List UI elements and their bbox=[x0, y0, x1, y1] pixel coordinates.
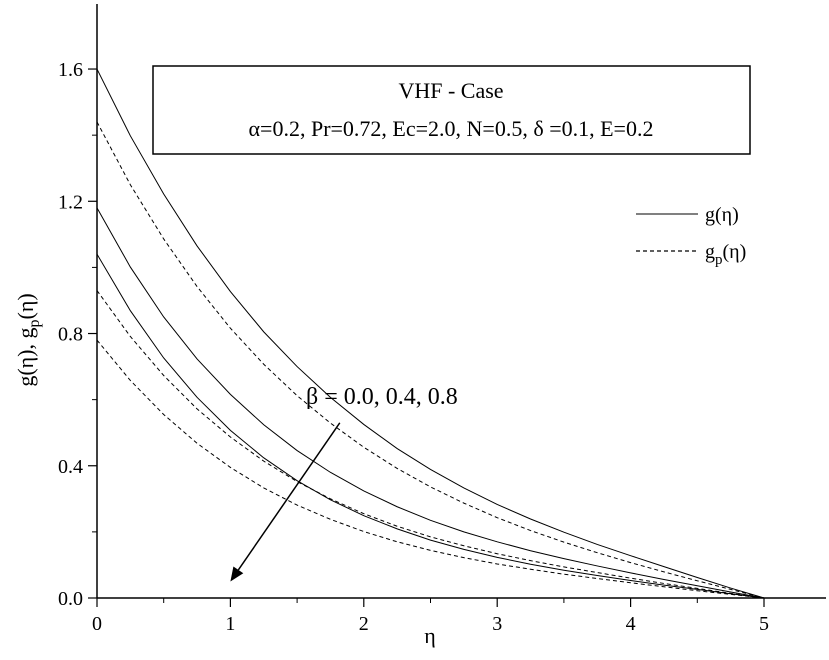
info-box-params: α=0.2, Pr=0.72, Ec=2.0, N=0.5, δ =0.1, E… bbox=[249, 116, 654, 141]
series-line-gp-4 bbox=[96, 290, 765, 599]
legend-dashed-main: g bbox=[705, 241, 715, 263]
series-layer bbox=[96, 68, 765, 599]
axes: 0 1 2 3 4 5 0.0 0.4 0.8 1.2 1.6 bbox=[58, 4, 826, 635]
beta-arrow-line bbox=[237, 422, 341, 571]
y-tick-label: 0.0 bbox=[58, 588, 83, 610]
series-line-g-0 bbox=[96, 68, 765, 599]
x-tick-label: 2 bbox=[359, 613, 369, 635]
x-axis-label: η bbox=[424, 623, 436, 648]
beta-annotation: β = 0.0, 0.4, 0.8 bbox=[230, 384, 458, 582]
series-line-g-2 bbox=[96, 253, 765, 599]
beta-annotation-text: β = 0.0, 0.4, 0.8 bbox=[306, 384, 458, 410]
y-axis-label-tail: (η) bbox=[13, 293, 38, 319]
legend: g(η) gp(η) bbox=[636, 204, 746, 268]
series-line-g-1 bbox=[96, 207, 765, 599]
beta-arrow-head bbox=[230, 566, 244, 582]
y-tick-label: 0.8 bbox=[58, 324, 83, 346]
series-line-gp-3 bbox=[96, 121, 765, 599]
info-box-frame bbox=[152, 65, 751, 155]
x-tick-label: 0 bbox=[92, 613, 102, 635]
y-axis-label-main: g(η), g bbox=[13, 328, 38, 387]
x-tick-label: 1 bbox=[225, 613, 235, 635]
x-tick-label: 4 bbox=[626, 613, 636, 635]
info-box: VHF - Case α=0.2, Pr=0.72, Ec=2.0, N=0.5… bbox=[152, 65, 751, 155]
info-box-title: VHF - Case bbox=[398, 78, 503, 103]
legend-dashed-label: gp(η) bbox=[705, 241, 746, 268]
series-line-gp-5 bbox=[96, 339, 765, 599]
x-tick-label: 3 bbox=[492, 613, 502, 635]
y-axis-label: g(η), gp(η) bbox=[13, 293, 43, 386]
y-tick-label: 0.4 bbox=[58, 456, 83, 478]
legend-solid-label: g(η) bbox=[705, 204, 739, 226]
y-tick-label: 1.6 bbox=[58, 59, 83, 81]
legend-dashed-sub: p bbox=[715, 252, 723, 268]
y-tick-label: 1.2 bbox=[58, 191, 83, 213]
y-axis-label-sub: p bbox=[26, 320, 43, 328]
x-tick-label: 5 bbox=[759, 613, 769, 635]
legend-dashed-tail: (η) bbox=[723, 241, 747, 263]
